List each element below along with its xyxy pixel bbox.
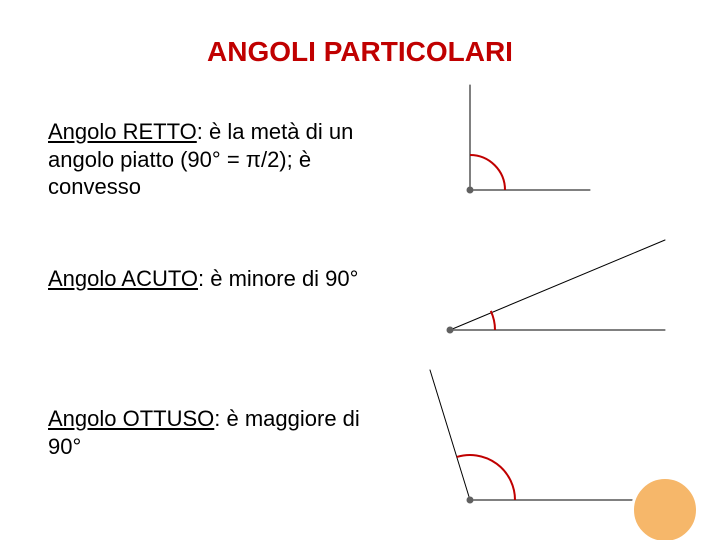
definition-retto: Angolo RETTO: è la metà di un angolo pia…	[48, 118, 378, 201]
figure-ottuso	[400, 365, 660, 525]
term-acuto: Angolo ACUTO	[48, 266, 198, 291]
definition-ottuso: Angolo OTTUSO: è maggiore di 90°	[48, 405, 378, 460]
figure-retto	[400, 80, 600, 220]
decor-circle	[631, 476, 699, 540]
definition-acuto: Angolo ACUTO: è minore di 90°	[48, 265, 378, 293]
text-acuto: : è minore di 90°	[198, 266, 358, 291]
term-retto: Angolo RETTO	[48, 119, 197, 144]
term-ottuso: Angolo OTTUSO	[48, 406, 214, 431]
slide: ANGOLI PARTICOLARI Angolo RETTO: è la me…	[0, 0, 720, 540]
slide-title: ANGOLI PARTICOLARI	[0, 36, 720, 68]
figure-acuto	[400, 225, 680, 355]
